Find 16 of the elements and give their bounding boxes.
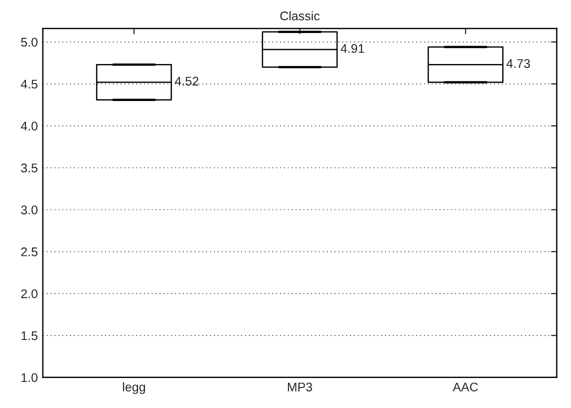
y-tick-label: 4.0 [20, 122, 38, 130]
y-tick-label: 3.5 [21, 164, 38, 172]
x-tick-label: legg [123, 382, 146, 394]
y-tick-label: 2.5 [21, 247, 38, 256]
chart-title: Classic [280, 11, 320, 20]
text: 4.91 [340, 44, 364, 53]
y-tick-label: 1.5 [22, 331, 38, 340]
y-tick-label: 3.0 [21, 205, 38, 214]
y-tick-label: 5.0 [21, 38, 38, 47]
text: 4.73 [506, 59, 530, 68]
text: 4.52 [174, 76, 198, 86]
y-tick-label: 4.5 [20, 80, 38, 89]
x-tick-label: MP3 [288, 382, 312, 392]
y-tick-label: 1.0 [22, 373, 38, 382]
y-tick-label: 2.0 [21, 289, 38, 298]
x-tick-label: AAC [452, 382, 478, 392]
